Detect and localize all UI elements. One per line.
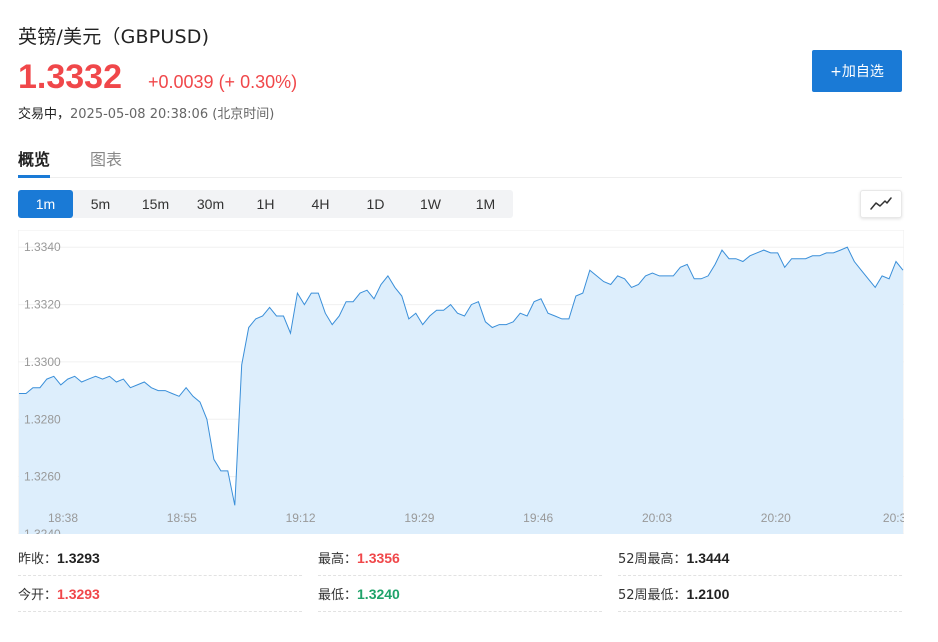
- stat-value: 1.3240: [357, 585, 400, 602]
- period-1w[interactable]: 1W: [420, 196, 441, 212]
- active-tab-indicator: [18, 175, 50, 178]
- x-tick-label: 20:03: [642, 511, 672, 525]
- trading-status-line: 交易中，2025-05-08 20:38:06 (北京时间): [18, 103, 274, 122]
- period-4h[interactable]: 4H: [311, 196, 330, 212]
- price-chart-svg: 1.3340 1.3320 1.3300 1.3280 1.3260 1.3240 18:…: [18, 230, 904, 534]
- period-1m[interactable]: 1m: [18, 190, 73, 218]
- stat-label: 最低：: [318, 588, 358, 603]
- stat-open: 今开： 1.3293: [18, 576, 302, 612]
- view-tabs: 概览 图表: [18, 144, 902, 178]
- price-change: +0.0039 (+ 0.30%): [148, 72, 298, 92]
- stat-value: 1.2100: [686, 585, 730, 602]
- stat-prev-close: 昨收： 1.3293: [18, 540, 302, 576]
- period-15m[interactable]: 15m: [141, 196, 170, 212]
- y-tick-label: 1.3340: [24, 240, 61, 254]
- x-tick-label: 18:55: [167, 511, 197, 525]
- period-30m[interactable]: 30m: [196, 196, 225, 212]
- stat-label: 52周最低：: [618, 588, 687, 603]
- stat-low: 最低： 1.3240: [318, 576, 602, 612]
- instrument-title: 英镑/美元（GBPUSD): [18, 26, 210, 48]
- y-tick-label: 1.3240: [24, 527, 61, 534]
- x-tick-label: 19:12: [286, 511, 316, 525]
- price-area-fill: [19, 247, 903, 534]
- period-1h[interactable]: 1H: [256, 196, 275, 212]
- chart-type-button[interactable]: [860, 190, 902, 218]
- x-tick-label: 20:20: [761, 511, 791, 525]
- stat-label: 昨收：: [18, 552, 58, 567]
- tab-overview[interactable]: 概览: [18, 150, 51, 169]
- stat-value: 1.3293: [57, 585, 100, 602]
- x-tick-label: 18:38: [48, 511, 78, 525]
- stat-value: 1.3293: [57, 549, 100, 566]
- period-5m[interactable]: 5m: [90, 196, 111, 212]
- price-chart[interactable]: 1.3340 1.3320 1.3300 1.3280 1.3260 1.3240 18:…: [18, 230, 904, 534]
- stat-label: 52周最高：: [618, 552, 687, 567]
- price-line: [19, 246, 904, 506]
- y-tick-label: 1.3320: [24, 298, 61, 312]
- stat-label: 最高：: [318, 552, 358, 567]
- line-chart-icon: [870, 197, 892, 210]
- current-price: 1.3332: [18, 58, 122, 96]
- stat-value: 1.3444: [686, 549, 730, 566]
- x-tick-label: 19:29: [404, 511, 434, 525]
- x-tick-label: 19:46: [523, 511, 553, 525]
- period-selector: 1m 5m 15m 30m 1H 4H 1D 1W 1M: [18, 190, 513, 218]
- tab-chart[interactable]: 图表: [90, 150, 123, 169]
- add-to-watchlist-button[interactable]: +加自选: [812, 50, 902, 92]
- y-tick-label: 1.3300: [24, 355, 61, 369]
- stat-52w-high: 52周最高： 1.3444: [618, 540, 902, 576]
- period-1d[interactable]: 1D: [366, 196, 385, 212]
- quote-timestamp: 2025-05-08 20:38:06 (北京时间): [70, 107, 275, 122]
- period-1mo[interactable]: 1M: [475, 196, 496, 212]
- y-tick-label: 1.3280: [24, 412, 61, 426]
- stat-value: 1.3356: [357, 549, 400, 566]
- stat-52w-low: 52周最低： 1.2100: [618, 576, 902, 612]
- x-tick-label: 20:3: [883, 511, 904, 525]
- y-tick-label: 1.3260: [24, 470, 61, 484]
- stat-high: 最高： 1.3356: [318, 540, 602, 576]
- trading-status: 交易中，: [18, 107, 71, 122]
- stat-label: 今开：: [18, 588, 58, 603]
